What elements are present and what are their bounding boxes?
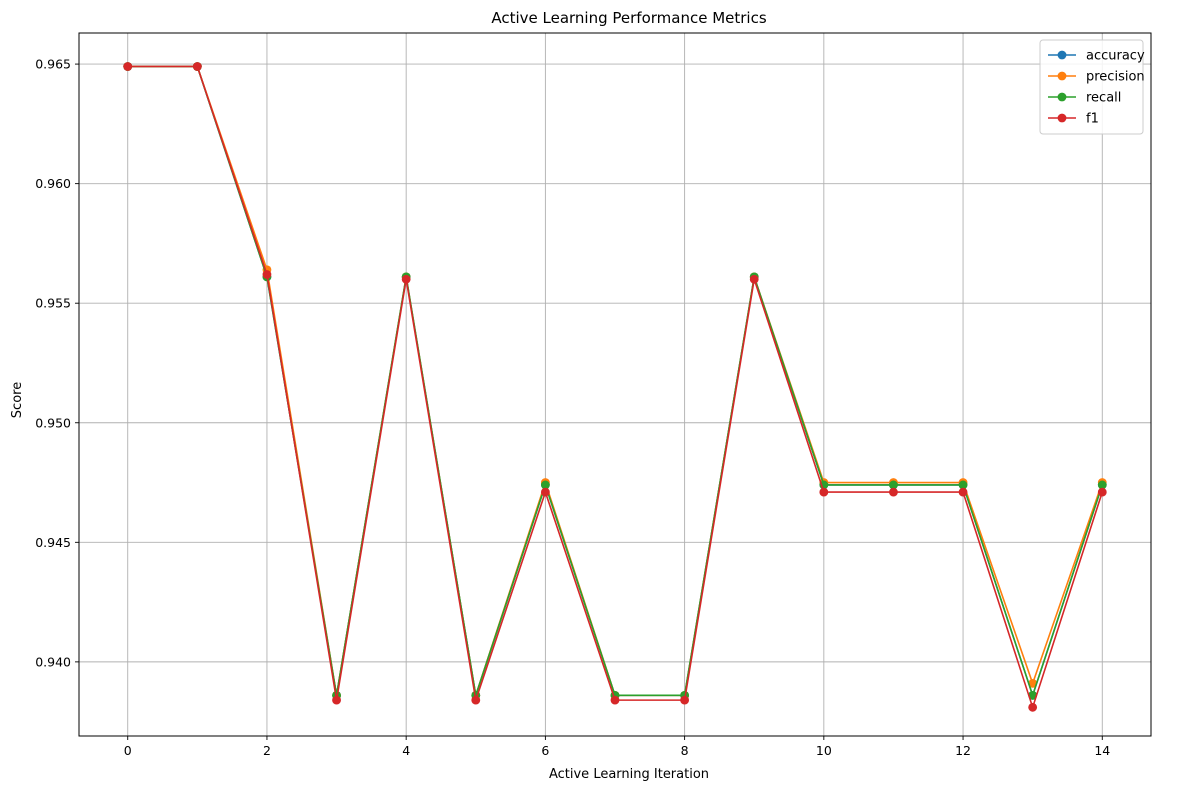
f1-point [262,270,272,279]
legend-marker [1057,113,1067,123]
f1-point [401,274,411,284]
y-tick-label: 0.960 [35,176,71,191]
series-precision [123,62,1107,700]
legend: accuracy precision recall f1 [1039,39,1145,135]
y-axis: 0.940 0.945 0.950 0.955 0.960 0.965 [35,57,79,669]
legend-marker [1057,50,1067,60]
f1-point [680,695,690,705]
x-tick-label: 8 [681,743,689,758]
x-tick-label: 12 [955,743,971,758]
series-f1 [123,62,1107,712]
plot-frame [78,32,1152,737]
f1-point [1028,702,1038,712]
x-tick-label: 2 [263,743,271,758]
series-layer [123,62,1107,712]
f1-point [540,487,550,497]
legend-item-accuracy: accuracy [1048,49,1145,64]
x-tick-label: 4 [402,743,410,758]
f1-point [332,695,341,705]
series-accuracy [123,62,1107,700]
f1-point [819,487,829,497]
series-recall [123,62,1107,700]
legend-label: f1 [1086,112,1099,127]
recall-point [540,480,550,490]
f1-point [192,62,202,71]
f1-point [471,695,481,705]
x-axis-label: Active Learning Iteration [549,767,709,782]
legend-marker [1057,92,1067,102]
y-tick-label: 0.940 [35,654,71,669]
legend-item-f1: f1 [1048,112,1099,127]
grid [79,33,1151,736]
legend-marker [1057,71,1067,81]
y-axis-label: Score [10,382,25,418]
x-tick-label: 14 [1094,743,1110,758]
f1-point [123,62,133,71]
legend-item-precision: precision [1048,70,1145,85]
legend-label: accuracy [1086,49,1145,64]
x-tick-label: 0 [124,743,132,758]
f1-point [958,487,968,497]
f1-line [127,65,1104,710]
f1-point [749,274,759,284]
legend-label: precision [1086,70,1145,85]
legend-item-recall: recall [1048,91,1121,106]
chart-title: Active Learning Performance Metrics [491,9,767,27]
y-tick-label: 0.955 [35,296,71,311]
x-axis: 0 2 4 6 8 10 12 14 [124,736,1110,758]
f1-point [610,695,620,705]
legend-label: recall [1086,91,1121,106]
y-tick-label: 0.945 [35,535,71,550]
precision-line [127,65,1104,697]
y-tick-label: 0.950 [35,415,71,430]
legend-box [1039,39,1144,135]
x-tick-label: 6 [541,743,549,758]
recall-line [127,65,1104,698]
x-tick-label: 10 [816,743,832,758]
recall-point [889,480,898,490]
recall-point [1097,480,1107,490]
f1-point [1097,487,1107,497]
f1-point [889,487,898,497]
precision-point [1028,678,1038,688]
y-tick-label: 0.965 [35,57,71,72]
recall-point [1028,690,1038,700]
accuracy-line [127,65,1104,698]
recall-point [958,480,968,490]
